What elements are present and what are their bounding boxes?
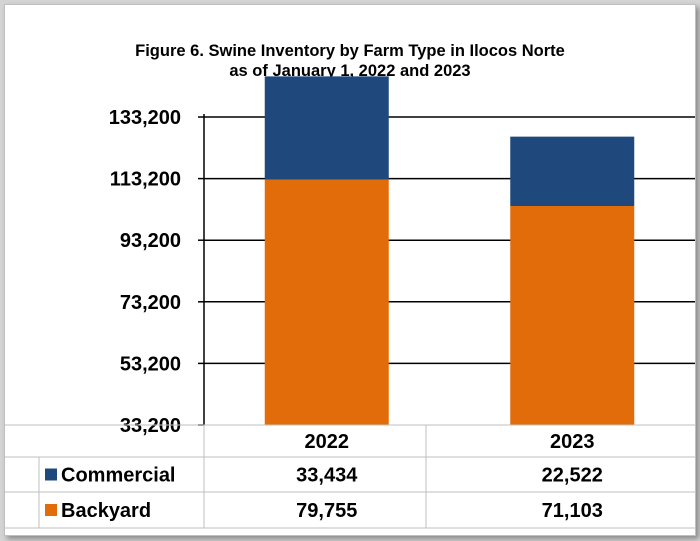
chart-title-line: as of January 1, 2022 and 2023 xyxy=(229,62,470,80)
y-tick-label: 33,200 xyxy=(120,415,181,437)
y-tick-label: 133,200 xyxy=(109,107,181,129)
y-tick-label: 113,200 xyxy=(110,169,181,191)
chart-frame: Figure 6. Swine Inventory by Farm Type i… xyxy=(4,4,696,536)
chart-svg: Figure 6. Swine Inventory by Farm Type i… xyxy=(5,42,695,529)
bar-commercial-2022 xyxy=(264,76,389,180)
legend-key-backyard xyxy=(45,504,57,516)
category-label: 2023 xyxy=(550,431,595,453)
data-label: 79,755 xyxy=(296,500,357,522)
y-tick-label: 93,200 xyxy=(120,230,181,252)
data-label: 33,434 xyxy=(296,465,358,487)
legend-label-backyard: Backyard xyxy=(61,500,151,522)
bar-backyard-2022 xyxy=(264,179,389,425)
category-label: 2022 xyxy=(305,431,350,453)
legend-label-commercial: Commercial xyxy=(61,465,176,487)
data-label: 22,522 xyxy=(542,465,603,487)
y-tick-label: 53,200 xyxy=(120,353,181,375)
y-tick-label: 73,200 xyxy=(120,292,181,314)
legend-key-commercial xyxy=(45,468,57,481)
bar-commercial-2023 xyxy=(510,136,635,207)
chart-title-line: Figure 6. Swine Inventory by Farm Type i… xyxy=(135,42,565,60)
data-label: 71,103 xyxy=(542,500,603,522)
bar-backyard-2023 xyxy=(510,206,635,425)
